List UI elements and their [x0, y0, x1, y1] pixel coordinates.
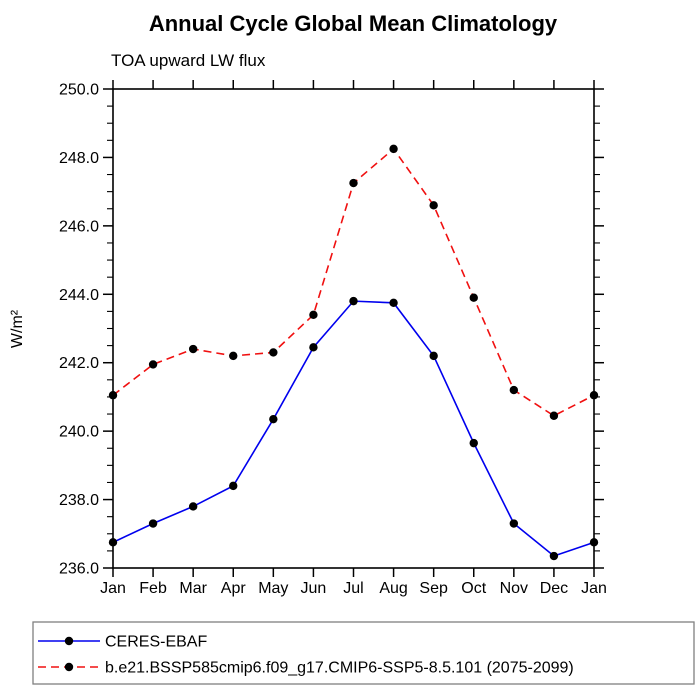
series-line-1: [112, 147, 595, 417]
x-axis-tick-label: Jul: [343, 580, 363, 597]
data-point-0-Dec: [549, 551, 559, 561]
axis-labels: 236.0 238.0 240.0 242.0 244.0 246.0 248.0 250.0…: [59, 82, 607, 598]
x-axis-tick-label: Oct: [461, 580, 486, 597]
y-axis-tick-label: 236.0: [59, 561, 99, 578]
x-axis-tick-label: May: [258, 580, 288, 597]
legend-label-1: b.e21.BSSP585cmip6.f09_g17.CMIP6-SSP5-8.…: [105, 660, 574, 677]
y-axis-tick-label: 240.0: [59, 424, 99, 441]
chart-title: Annual Cycle Global Mean Climatology: [149, 11, 558, 36]
x-axis-tick-label: Dec: [540, 580, 568, 597]
data-point-0-Mar: [188, 502, 198, 511]
data-point-0-Oct: [469, 438, 478, 448]
x-axis-tick-label: Aug: [379, 580, 407, 597]
series-layer: [108, 144, 599, 561]
data-point-1-Nov: [509, 385, 519, 395]
y-axis-tick-label: 248.0: [59, 150, 99, 167]
data-point-1-Jul: [349, 178, 358, 188]
x-axis-tick-label: Jan: [581, 580, 607, 597]
y-axis-tick-label: 250.0: [59, 82, 99, 99]
x-axis-tick-label: Jan: [100, 580, 126, 597]
x-axis-tick-label: Apr: [221, 580, 247, 597]
data-point-1-Dec: [549, 411, 559, 420]
legend-item-0: CERES-EBAF: [38, 634, 207, 651]
data-point-0-Aug: [389, 298, 398, 308]
y-axis-title: W/m²: [9, 309, 26, 348]
data-point-0-Feb: [148, 519, 158, 528]
data-point-0-May: [269, 414, 278, 424]
plot-frame: [112, 88, 595, 569]
x-axis-tick-label: Nov: [500, 580, 528, 597]
data-point-1-Jan: [108, 391, 118, 400]
legend-label-0: CERES-EBAF: [105, 634, 207, 651]
plot-border: [112, 88, 595, 569]
chart-subtitle: TOA upward LW flux: [111, 51, 266, 70]
data-point-1-May: [269, 348, 278, 357]
data-point-1-Feb: [148, 360, 158, 369]
data-point-1-Jan: [589, 391, 599, 400]
data-point-0-Jan: [108, 538, 118, 547]
y-axis-tick-label: 244.0: [59, 287, 99, 304]
data-point-1-Sep: [429, 201, 438, 210]
data-point-0-Apr: [229, 481, 238, 491]
legend: CERES-EBAF b.e21.BSSP585cmip6.f09_g17.CMI…: [32, 621, 695, 685]
x-axis-tick-label: Mar: [179, 580, 207, 597]
legend-marker-1: [64, 662, 74, 672]
series-line-0: [112, 300, 595, 557]
data-point-1-Mar: [188, 344, 198, 354]
y-axis-tick-label: 246.0: [59, 218, 99, 235]
data-point-1-Aug: [389, 144, 398, 154]
data-point-1-Apr: [229, 351, 238, 361]
legend-marker-0: [64, 636, 74, 646]
x-axis-tick-label: Feb: [139, 580, 167, 597]
data-point-0-Jul: [349, 296, 358, 306]
data-point-1-Oct: [469, 293, 478, 302]
data-point-0-Jan: [589, 538, 599, 547]
x-axis-tick-label: Jun: [301, 580, 327, 597]
legend-box: [32, 621, 695, 685]
y-axis-tick-label: 242.0: [59, 355, 99, 372]
data-point-1-Jun: [309, 310, 318, 320]
y-axis-tick-label: 238.0: [59, 492, 99, 509]
data-point-0-Nov: [509, 519, 519, 528]
legend-item-1: b.e21.BSSP585cmip6.f09_g17.CMIP6-SSP5-8.…: [38, 660, 574, 677]
x-axis-tick-label: Sep: [419, 580, 448, 597]
data-point-0-Jun: [309, 343, 318, 352]
data-point-0-Sep: [429, 351, 438, 361]
axis-ticks: [103, 80, 604, 577]
